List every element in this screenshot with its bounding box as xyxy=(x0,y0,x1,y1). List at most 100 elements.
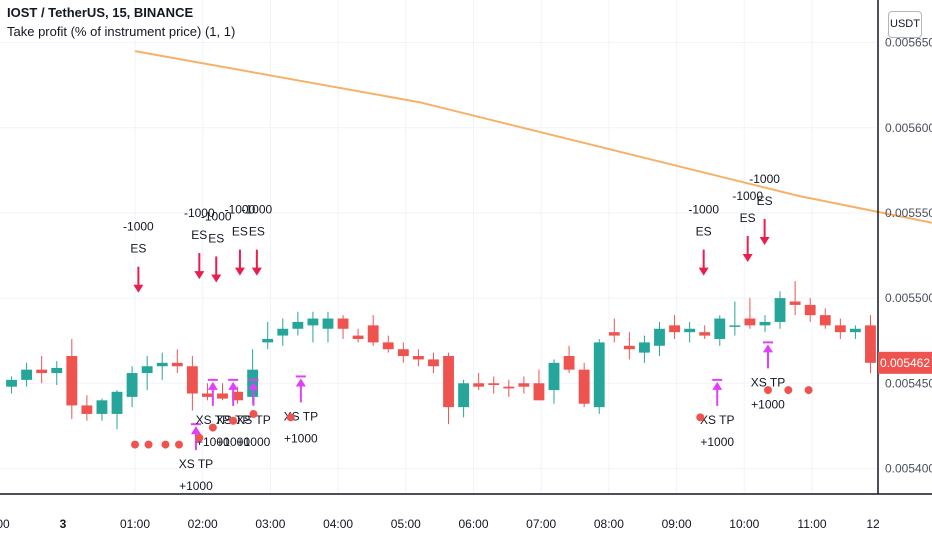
candle-body xyxy=(563,356,575,370)
candle-body xyxy=(202,393,213,397)
y-tick-label: 0.005600 xyxy=(885,121,932,135)
candle-body xyxy=(593,342,605,408)
entry-label-type: ES xyxy=(740,211,756,225)
y-tick-label: 0.005450 xyxy=(885,376,932,390)
candle-body xyxy=(684,328,696,333)
candle-body xyxy=(834,325,846,333)
candle-body xyxy=(367,325,379,343)
entry-arrow-head xyxy=(211,274,222,283)
trade-markers-layer: -1000ES-1000ES-1000ES-1000ES-1000ES-1000… xyxy=(123,172,785,493)
candles-layer xyxy=(6,281,876,430)
candle-body xyxy=(578,369,590,404)
x-tick-label: 09:00 xyxy=(662,517,692,531)
tp-dot xyxy=(131,440,139,449)
candle-body xyxy=(865,325,876,363)
candle-body xyxy=(699,332,711,336)
exit-label-qty: +1000 xyxy=(700,435,734,449)
candle-body xyxy=(804,304,816,316)
exit-label-type: XS TP xyxy=(700,413,734,427)
indicator-label[interactable]: Take profit (% of instrument price) (1, … xyxy=(7,24,236,39)
tp-dot xyxy=(144,440,153,449)
entry-arrow-head xyxy=(759,237,770,245)
symbol-title[interactable]: IOST / TetherUS, 15, BINANCE xyxy=(7,5,194,20)
candle-body xyxy=(849,328,861,333)
candle-body xyxy=(714,318,726,339)
trendline-layer xyxy=(134,50,932,224)
candle-body xyxy=(322,318,334,329)
trendline xyxy=(134,50,932,224)
candle-body xyxy=(171,362,183,367)
tp-dot xyxy=(229,416,238,425)
exit-label-qty: +1000 xyxy=(196,435,230,449)
exit-arrow-head xyxy=(295,378,306,387)
candle-body xyxy=(639,342,650,353)
entry-label-qty: -1000 xyxy=(225,203,256,217)
exit-label-qty: +1000 xyxy=(216,435,250,449)
last-price-label: 0.005462 xyxy=(880,356,930,370)
tp-dots-layer xyxy=(131,386,813,449)
candle-body xyxy=(111,391,123,414)
time-axis[interactable]: 00 3 01:00 02:00 03:00 04:00 05:00 06:00 07:00 08… xyxy=(0,493,932,531)
candle-body xyxy=(382,342,394,350)
x-tick-label: 11:00 xyxy=(797,517,826,531)
candle-body xyxy=(473,383,485,387)
candle-body xyxy=(654,328,665,346)
candle-body xyxy=(623,345,635,350)
x-tick-label: 04:00 xyxy=(323,517,353,531)
candle-body xyxy=(412,356,424,360)
y-tick-label: 0.005650 xyxy=(885,36,932,50)
price-axis[interactable]: 0.005650 0.005600 0.005550 0.005500 0.005450… xyxy=(877,0,932,494)
x-tick-label: 03:00 xyxy=(255,517,285,531)
entry-label-type: ES xyxy=(232,225,248,239)
exit-label-type: XS TP xyxy=(751,375,785,389)
candle-body xyxy=(518,383,530,387)
entry-label-qty: -1000 xyxy=(749,172,780,186)
candle-body xyxy=(81,405,93,414)
entry-label-type: ES xyxy=(249,225,265,239)
x-tick-label: 01:00 xyxy=(120,517,150,531)
candle-body xyxy=(21,369,33,380)
x-tick-label: 02:00 xyxy=(188,517,218,531)
entry-label-qty: -1000 xyxy=(732,189,763,203)
x-tick-label: 00 xyxy=(0,517,10,531)
x-tick-label: 06:00 xyxy=(458,517,488,531)
tp-dot xyxy=(286,413,295,422)
chart-legend: IOST / TetherUS, 15, BINANCE Take profit… xyxy=(7,3,235,41)
candle-body xyxy=(488,383,500,385)
entry-label-qty: -1000 xyxy=(184,206,215,220)
y-tick-label: 0.005400 xyxy=(885,461,932,475)
candle-body xyxy=(352,335,364,339)
exit-label-type: XS TP xyxy=(179,457,213,471)
exit-arrow-head xyxy=(712,381,723,390)
entry-label-type: ES xyxy=(208,231,224,245)
candle-body xyxy=(232,391,243,401)
candle-body xyxy=(156,362,168,367)
currency-badge[interactable]: USDT xyxy=(888,11,922,38)
candle-body xyxy=(397,349,409,357)
candle-body xyxy=(548,362,560,391)
entry-label-qty: -1000 xyxy=(242,203,273,217)
entry-arrow-head xyxy=(194,271,205,280)
exit-label-qty: +1000 xyxy=(751,397,785,411)
y-tick-label: 0.005500 xyxy=(885,291,932,305)
exit-label-qty: +1000 xyxy=(179,479,213,493)
candle-body xyxy=(307,318,319,326)
exit-arrow-head xyxy=(190,426,201,435)
x-tick-label: 08:00 xyxy=(594,517,624,531)
last-price-tag xyxy=(878,351,932,374)
candle-body xyxy=(186,366,198,394)
exit-label-type: XS TP xyxy=(196,413,230,427)
grid-lines xyxy=(0,0,878,494)
candle-body xyxy=(669,325,680,333)
y-tick-label: 0.005550 xyxy=(885,206,932,220)
x-tick-label: 07:00 xyxy=(526,517,556,531)
candle-body xyxy=(744,318,756,326)
candle-body xyxy=(503,386,515,389)
candle-body xyxy=(789,301,801,305)
tp-dot xyxy=(763,386,772,395)
candle-body xyxy=(819,315,831,326)
candle-body xyxy=(428,359,439,367)
entry-label-qty: -1000 xyxy=(688,203,719,217)
